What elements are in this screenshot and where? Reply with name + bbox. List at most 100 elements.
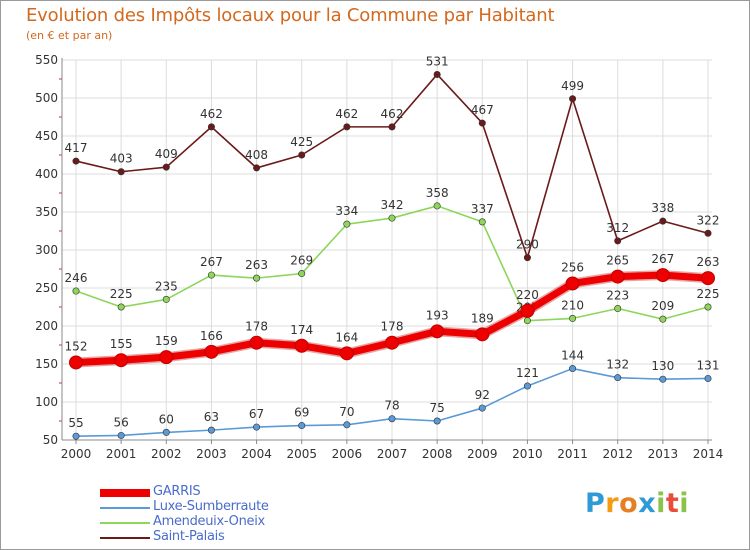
y-tick-label: 300 bbox=[35, 243, 58, 257]
data-point bbox=[72, 287, 80, 295]
data-point bbox=[298, 422, 306, 430]
data-point bbox=[159, 350, 174, 365]
data-point bbox=[204, 344, 219, 359]
data-label: 63 bbox=[204, 410, 219, 424]
data-label: 334 bbox=[335, 204, 358, 218]
legend-swatch-amendeuix-oneix bbox=[100, 522, 150, 524]
data-point bbox=[478, 404, 486, 412]
data-label: 121 bbox=[516, 366, 539, 380]
data-point bbox=[117, 168, 125, 176]
data-point bbox=[298, 151, 306, 159]
data-point bbox=[253, 274, 261, 282]
y-tick-label: 200 bbox=[35, 319, 58, 333]
data-label: 164 bbox=[335, 330, 358, 344]
data-point bbox=[655, 268, 670, 283]
y-tick-label: 50 bbox=[43, 433, 58, 447]
data-point bbox=[385, 335, 399, 350]
data-label: 235 bbox=[155, 279, 178, 293]
series-amendeuix-oneix: 2462252352672632693343423583372072102232… bbox=[65, 186, 719, 325]
data-point bbox=[523, 382, 531, 390]
data-label: 210 bbox=[561, 298, 584, 312]
data-label: 342 bbox=[381, 198, 404, 212]
y-tick-label: 400 bbox=[35, 167, 58, 181]
data-point bbox=[433, 70, 441, 78]
x-tick-label: 2000 bbox=[61, 447, 92, 461]
data-point bbox=[704, 229, 712, 237]
data-point bbox=[343, 123, 351, 131]
data-point bbox=[433, 417, 441, 425]
legend-label-amendeuix-oneix: Amendeuix-Oneix bbox=[153, 514, 265, 529]
data-point bbox=[569, 95, 577, 103]
data-point bbox=[69, 355, 83, 370]
data-point bbox=[162, 163, 170, 171]
logo-letter: i bbox=[679, 488, 690, 519]
data-label: 152 bbox=[65, 339, 88, 353]
data-label: 92 bbox=[475, 388, 490, 402]
legend-label-garris: GARRIS bbox=[153, 484, 201, 499]
data-label: 337 bbox=[471, 202, 494, 216]
data-label: 425 bbox=[290, 135, 313, 149]
data-point bbox=[72, 432, 80, 440]
x-tick-label: 2012 bbox=[602, 447, 633, 461]
data-label: 174 bbox=[290, 323, 313, 337]
logo-letter: o bbox=[619, 488, 639, 519]
data-label: 358 bbox=[426, 186, 449, 200]
legend-swatch-luxe-sumberraute bbox=[100, 507, 150, 509]
data-point bbox=[430, 324, 445, 339]
data-point bbox=[343, 421, 351, 429]
data-label: 178 bbox=[381, 320, 404, 334]
data-point bbox=[207, 271, 215, 279]
data-point bbox=[701, 271, 715, 286]
data-point bbox=[704, 303, 712, 311]
chart-title: Evolution des Impôts locaux pour la Comm… bbox=[26, 5, 555, 26]
x-tick-label: 2001 bbox=[106, 447, 137, 461]
data-label: 193 bbox=[426, 308, 449, 322]
data-label: 322 bbox=[697, 213, 720, 227]
data-point bbox=[162, 295, 170, 303]
data-label: 265 bbox=[606, 254, 629, 268]
y-tick-label: 550 bbox=[35, 53, 58, 67]
data-label: 209 bbox=[651, 299, 674, 313]
data-point bbox=[253, 423, 261, 431]
data-label: 60 bbox=[159, 412, 174, 426]
data-point bbox=[298, 270, 306, 278]
data-label: 499 bbox=[561, 79, 584, 93]
data-label: 131 bbox=[697, 358, 720, 372]
data-label: 56 bbox=[114, 415, 129, 429]
data-label: 166 bbox=[200, 329, 223, 343]
data-point bbox=[659, 217, 667, 225]
x-tick-label: 2014 bbox=[693, 447, 724, 461]
data-label: 338 bbox=[651, 201, 674, 215]
data-point bbox=[249, 335, 264, 350]
data-point bbox=[659, 375, 667, 383]
data-label: 159 bbox=[155, 334, 178, 348]
data-point bbox=[294, 338, 309, 353]
x-tick-label: 2006 bbox=[332, 447, 363, 461]
logo-letter: x bbox=[638, 488, 657, 519]
y-tick-label: 500 bbox=[35, 91, 58, 105]
x-tick-label: 2013 bbox=[648, 447, 679, 461]
data-label: 462 bbox=[335, 107, 358, 121]
chart-subtitle: (en € et par an) bbox=[26, 29, 113, 42]
data-label: 67 bbox=[249, 407, 264, 421]
data-point bbox=[614, 305, 622, 313]
logo-letter: P bbox=[585, 488, 606, 519]
data-point bbox=[478, 218, 486, 226]
data-label: 408 bbox=[245, 148, 268, 162]
x-tick-label: 2005 bbox=[286, 447, 317, 461]
data-label: 290 bbox=[516, 238, 539, 252]
data-label: 267 bbox=[200, 255, 223, 269]
data-point bbox=[565, 276, 580, 291]
data-point bbox=[388, 214, 396, 222]
data-label: 269 bbox=[290, 254, 313, 268]
data-label: 531 bbox=[426, 54, 449, 68]
data-label: 417 bbox=[65, 141, 88, 155]
x-tick-label: 2010 bbox=[512, 447, 543, 461]
x-tick-label: 2008 bbox=[422, 447, 453, 461]
data-label: 75 bbox=[430, 401, 445, 415]
data-point bbox=[475, 327, 490, 342]
legend-swatch-garris bbox=[100, 489, 150, 497]
data-label: 312 bbox=[606, 221, 629, 235]
data-point bbox=[659, 315, 667, 323]
